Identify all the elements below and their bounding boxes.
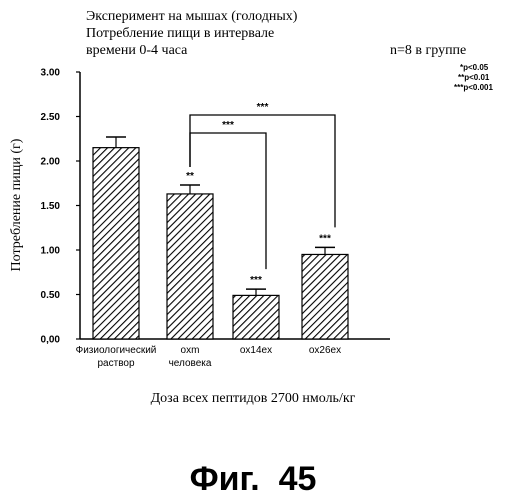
comparison-label: *** [257,102,269,113]
y-tick-label: 0.50 [41,290,61,301]
category-label: человека [169,358,212,369]
legend-p001: ***p<0.001 [454,83,493,92]
bar [302,254,348,339]
category-label: oxm [181,345,200,356]
bar [233,295,279,339]
group-size-label: n=8 в группе [390,43,466,58]
bars: ******** [93,137,348,339]
significance-label: ** [186,171,194,182]
legend-p01: **p<0.01 [458,73,490,82]
y-tick-label: 2.50 [41,112,61,123]
y-axis-label: Потребление пищи (г) [9,138,24,271]
legend-p05: *p<0.05 [460,63,489,72]
bar [167,194,213,339]
y-tick-label: 0,00 [41,335,61,346]
bar [93,148,139,339]
title-line-3: времени 0-4 часа [86,43,188,58]
category-label: ox14ex [240,345,272,356]
title-line-1: Эксперимент на мышах (голодных) [86,9,298,24]
comparison-label: *** [222,120,234,131]
figure-caption: Фиг. 45 [190,460,317,498]
significance-label: *** [250,275,262,286]
category-label: раствор [97,358,134,369]
x-axis-label: Доза всех пептидов 2700 нмоль/кг [151,391,356,406]
y-tick-label: 2.00 [41,157,61,168]
significance-label: *** [319,233,331,244]
category-label: Физиологический [76,345,157,356]
y-ticks: 0,00 0.50 1.00 1.50 2.00 2.50 3.00 [41,68,80,346]
category-labels: Физиологический раствор oxm человека ox14ex o… [76,345,342,369]
y-tick-label: 1.00 [41,246,61,257]
category-label: ox26ex [309,345,341,356]
y-tick-label: 3.00 [41,68,61,79]
title-line-2: Потребление пищи в интервале [86,26,274,41]
y-tick-label: 1.50 [41,201,61,212]
